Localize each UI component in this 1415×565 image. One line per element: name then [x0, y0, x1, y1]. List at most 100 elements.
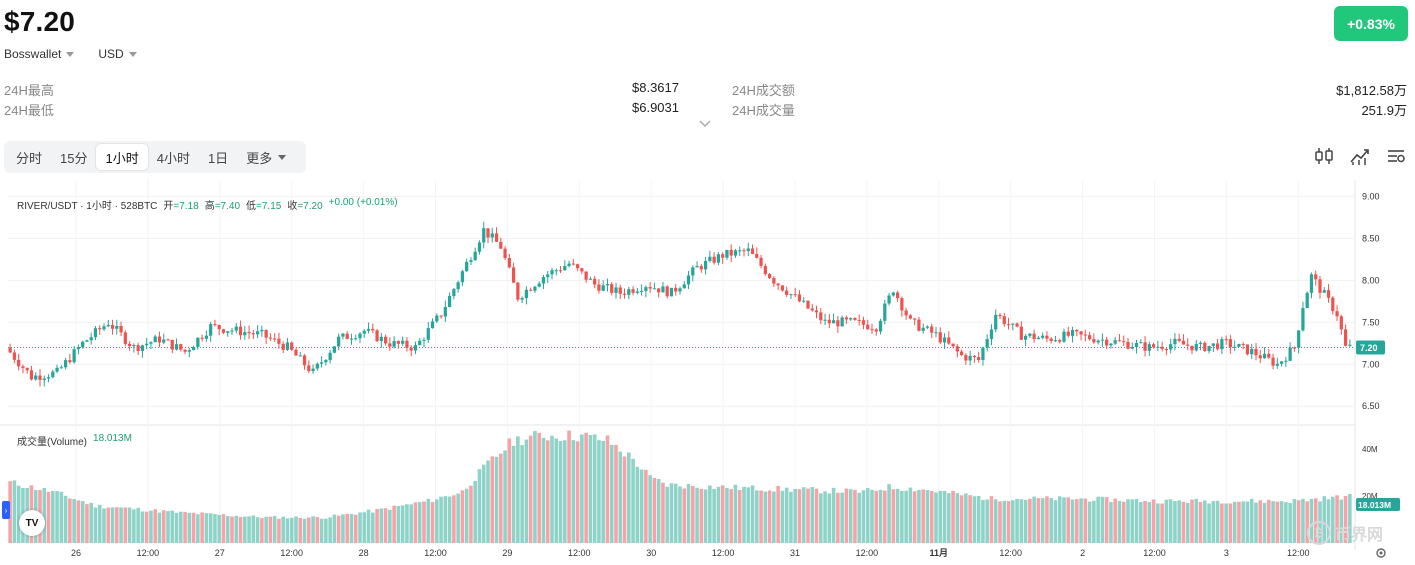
tradingview-logo[interactable]: TV — [19, 510, 45, 536]
candle-body — [857, 319, 861, 321]
candle-body — [571, 263, 575, 265]
volume-bar — [85, 504, 89, 543]
candle-body — [422, 339, 426, 341]
candle-body — [507, 258, 511, 268]
volume-bar — [1036, 498, 1041, 543]
currency-selector[interactable]: USD — [98, 47, 137, 61]
candle-body — [375, 330, 379, 342]
tab-1d[interactable]: 1日 — [199, 144, 237, 170]
volume-bar — [157, 512, 162, 543]
volume-bar — [439, 496, 443, 543]
volume-bar — [1002, 500, 1007, 543]
volume-bar — [691, 485, 695, 543]
candle-body — [166, 339, 170, 341]
volume-bar — [737, 489, 742, 543]
volume-bar — [567, 430, 571, 543]
volume-bar — [1194, 498, 1199, 543]
candle-body — [806, 300, 810, 309]
candle-body — [290, 342, 294, 350]
candle-body — [486, 228, 490, 238]
tab-1h[interactable]: 1小时 — [96, 144, 148, 170]
volume-bar — [580, 434, 584, 543]
candle-body — [238, 326, 243, 336]
volume-bar — [806, 488, 810, 543]
caret-down-icon — [278, 155, 287, 160]
candle-body — [593, 278, 597, 285]
volume-bar — [238, 516, 243, 543]
candle-body — [1087, 335, 1092, 340]
change-badge: +0.83% — [1334, 6, 1408, 41]
candle-body — [76, 347, 81, 350]
volume-bar — [968, 495, 972, 543]
candle-body — [81, 341, 85, 348]
tab-4h[interactable]: 4小时 — [148, 144, 199, 170]
candle-body — [1117, 340, 1122, 342]
candle-body — [1190, 345, 1194, 351]
candle-body — [1220, 339, 1224, 350]
candle-body — [63, 360, 68, 368]
candle-body — [34, 375, 38, 380]
candle-body — [260, 329, 264, 332]
volume-bar — [1309, 498, 1314, 543]
y-tick-label: 8.50 — [1362, 233, 1380, 243]
price-chart[interactable]: 9.008.508.007.507.006.507.2040M20M18.013… — [0, 180, 1415, 565]
candle-body — [904, 310, 908, 316]
tab-15m[interactable]: 15分 — [51, 144, 96, 170]
scroll-left-handle[interactable]: › — [2, 501, 10, 519]
candle-body — [59, 367, 63, 369]
tab-more[interactable]: 更多 — [237, 144, 295, 170]
candle-body — [665, 286, 669, 297]
volume-bar — [1139, 502, 1143, 543]
candle-body — [1271, 357, 1275, 366]
volume-bar — [686, 483, 691, 543]
candle-body — [563, 266, 567, 271]
volume-bar — [1147, 502, 1152, 543]
wallet-selector[interactable]: Bosswallet — [4, 47, 75, 61]
volume-bar — [349, 513, 354, 543]
tab-time-sharing[interactable]: 分时 — [7, 144, 51, 170]
volume-bar — [1322, 496, 1327, 543]
volume-bar — [353, 514, 358, 543]
volume-bar — [324, 518, 328, 543]
volume-bar — [405, 504, 409, 543]
x-tick-label: 12:00 — [856, 548, 879, 558]
volume-bar — [669, 483, 674, 543]
volume-bar — [507, 438, 512, 543]
candle-body — [925, 326, 930, 328]
candle-body — [1254, 348, 1258, 356]
volume-bar — [887, 484, 891, 543]
candle-body — [1041, 335, 1045, 338]
volume-bar — [917, 489, 921, 543]
candle-body — [998, 314, 1002, 317]
indicator-icon[interactable] — [1349, 145, 1371, 167]
candle-body — [814, 310, 819, 313]
volume-bar — [183, 511, 187, 543]
gear-icon[interactable] — [1375, 547, 1387, 559]
candle-body — [977, 357, 981, 361]
chevron-down-icon[interactable] — [699, 118, 711, 130]
volume-bar — [93, 507, 98, 543]
volume-bar — [208, 513, 213, 543]
volume-bar — [477, 469, 482, 543]
tab-label: 4小时 — [156, 150, 190, 166]
candle-body — [1147, 344, 1151, 351]
candle-body — [802, 300, 806, 302]
volume-bar — [942, 490, 947, 543]
volume-bar — [831, 487, 836, 543]
volume-bar — [1271, 501, 1275, 543]
candle-body — [174, 344, 179, 350]
volume-bar — [136, 507, 140, 543]
settings-sliders-icon[interactable] — [1385, 145, 1407, 167]
candlestick-icon[interactable] — [1313, 145, 1335, 167]
candle-body — [1203, 342, 1207, 352]
volume-bar — [708, 485, 712, 543]
candle-body — [273, 338, 277, 340]
stat-turnover-value: $1,812.58万 — [1336, 83, 1407, 98]
volume-bar — [1053, 500, 1058, 543]
volume-bar — [1305, 501, 1309, 543]
candle-body — [153, 336, 157, 343]
volume-bar — [115, 507, 119, 543]
volume-bar — [42, 487, 47, 543]
candle-body — [362, 330, 366, 334]
candle-body — [733, 250, 738, 256]
